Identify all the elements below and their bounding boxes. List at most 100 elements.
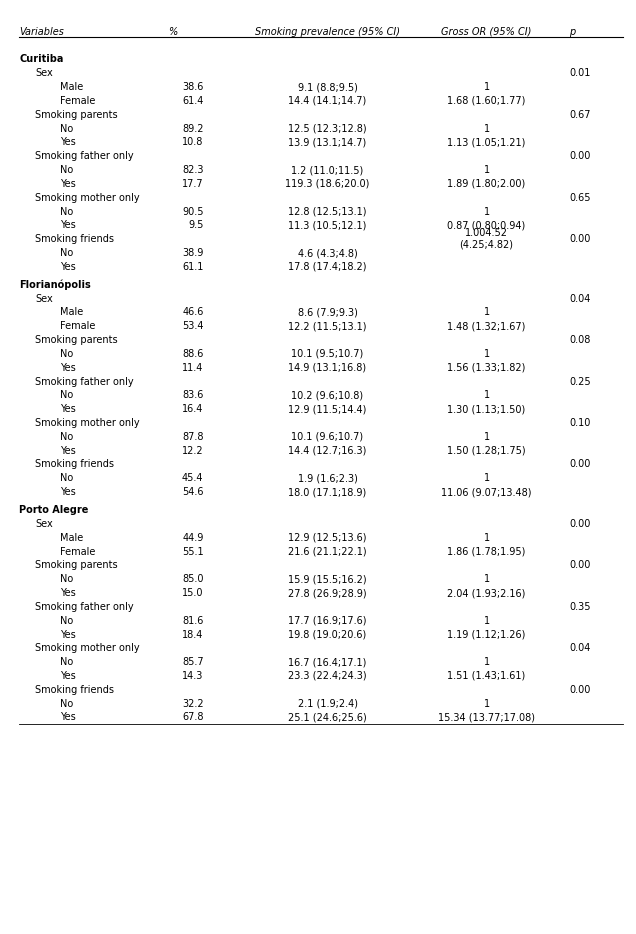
Text: 44.9: 44.9 (182, 532, 204, 543)
Text: Smoking mother only: Smoking mother only (35, 644, 140, 654)
Text: 90.5: 90.5 (182, 206, 204, 217)
Text: 1: 1 (483, 307, 490, 318)
Text: 1.48 (1.32;1.67): 1.48 (1.32;1.67) (447, 321, 526, 332)
Text: 27.8 (26.9;28.9): 27.8 (26.9;28.9) (288, 588, 367, 598)
Text: Sex: Sex (35, 519, 53, 529)
Text: 1.50 (1.28;1.75): 1.50 (1.28;1.75) (447, 446, 526, 456)
Text: Yes: Yes (60, 488, 76, 497)
Text: 4.6 (4.3;4.8): 4.6 (4.3;4.8) (298, 248, 357, 258)
Text: 0.00: 0.00 (569, 234, 591, 244)
Text: Curitiba: Curitiba (19, 54, 64, 64)
Text: No: No (60, 616, 74, 626)
Text: %: % (169, 27, 178, 36)
Text: Yes: Yes (60, 630, 76, 640)
Text: 1.30 (1.13;1.50): 1.30 (1.13;1.50) (447, 404, 526, 414)
Text: 10.1 (9.5;10.7): 10.1 (9.5;10.7) (291, 349, 364, 359)
Text: 10.1 (9.6;10.7): 10.1 (9.6;10.7) (291, 432, 364, 442)
Text: Sex: Sex (35, 68, 53, 78)
Text: 11.3 (10.5;12.1): 11.3 (10.5;12.1) (288, 220, 367, 231)
Text: Porto Alegre: Porto Alegre (19, 505, 88, 516)
Text: 1.56 (1.33;1.82): 1.56 (1.33;1.82) (447, 362, 526, 373)
Text: 0.00: 0.00 (569, 460, 591, 470)
Text: 85.7: 85.7 (182, 658, 204, 667)
Text: Female: Female (60, 546, 96, 557)
Text: 1.68 (1.60;1.77): 1.68 (1.60;1.77) (447, 96, 526, 106)
Text: 38.6: 38.6 (182, 82, 204, 92)
Text: 1: 1 (483, 349, 490, 359)
Text: Female: Female (60, 321, 96, 332)
Text: Variables: Variables (19, 27, 64, 36)
Text: Yes: Yes (60, 588, 76, 598)
Text: 1.19 (1.12;1.26): 1.19 (1.12;1.26) (447, 630, 526, 640)
Text: 15.0: 15.0 (182, 588, 204, 598)
Text: 0.04: 0.04 (569, 644, 591, 654)
Text: 82.3: 82.3 (182, 165, 204, 175)
Text: 1.9 (1.6;2.3): 1.9 (1.6;2.3) (298, 474, 357, 483)
Text: 9.1 (8.8;9.5): 9.1 (8.8;9.5) (298, 82, 357, 92)
Text: 61.1: 61.1 (182, 262, 204, 272)
Text: 19.8 (19.0;20.6): 19.8 (19.0;20.6) (288, 630, 367, 640)
Text: 88.6: 88.6 (182, 349, 204, 359)
Text: 12.2 (11.5;13.1): 12.2 (11.5;13.1) (288, 321, 367, 332)
Text: 0.04: 0.04 (569, 293, 591, 304)
Text: 1: 1 (483, 616, 490, 626)
Text: No: No (60, 474, 74, 483)
Text: 0.65: 0.65 (569, 192, 591, 203)
Text: 1.13 (1.05;1.21): 1.13 (1.05;1.21) (447, 137, 526, 148)
Text: Yes: Yes (60, 220, 76, 231)
Text: 0.25: 0.25 (569, 376, 591, 387)
Text: 0.10: 0.10 (569, 418, 591, 428)
Text: 87.8: 87.8 (182, 432, 204, 442)
Text: 0.00: 0.00 (569, 519, 591, 529)
Text: Smoking friends: Smoking friends (35, 460, 114, 470)
Text: 55.1: 55.1 (182, 546, 204, 557)
Text: 13.9 (13.1;14.7): 13.9 (13.1;14.7) (288, 137, 367, 148)
Text: Yes: Yes (60, 262, 76, 272)
Text: 0.35: 0.35 (569, 601, 591, 612)
Text: Male: Male (60, 82, 84, 92)
Text: 11.4: 11.4 (182, 362, 204, 373)
Text: 18.0 (17.1;18.9): 18.0 (17.1;18.9) (288, 488, 367, 497)
Text: 1: 1 (483, 123, 490, 134)
Text: 0.00: 0.00 (569, 685, 591, 695)
Text: 12.5 (12.3;12.8): 12.5 (12.3;12.8) (288, 123, 367, 134)
Text: 8.6 (7.9;9.3): 8.6 (7.9;9.3) (298, 307, 357, 318)
Text: 12.2: 12.2 (182, 446, 204, 456)
Text: 89.2: 89.2 (182, 123, 204, 134)
Text: Florianópolis: Florianópolis (19, 279, 91, 290)
Text: 54.6: 54.6 (182, 488, 204, 497)
Text: 18.4: 18.4 (182, 630, 204, 640)
Text: 14.9 (13.1;16.8): 14.9 (13.1;16.8) (289, 362, 366, 373)
Text: 2.04 (1.93;2.16): 2.04 (1.93;2.16) (447, 588, 526, 598)
Text: 1: 1 (483, 432, 490, 442)
Text: 23.3 (22.4;24.3): 23.3 (22.4;24.3) (288, 671, 367, 681)
Text: Yes: Yes (60, 179, 76, 189)
Text: No: No (60, 390, 74, 401)
Text: Yes: Yes (60, 446, 76, 456)
Text: 45.4: 45.4 (182, 474, 204, 483)
Text: 12.8 (12.5;13.1): 12.8 (12.5;13.1) (288, 206, 367, 217)
Text: Yes: Yes (60, 713, 76, 723)
Text: 0.00: 0.00 (569, 560, 591, 571)
Text: 15.9 (15.5;16.2): 15.9 (15.5;16.2) (288, 574, 367, 585)
Text: Smoking parents: Smoking parents (35, 110, 118, 120)
Text: 25.1 (24.6;25.6): 25.1 (24.6;25.6) (288, 713, 367, 723)
Text: 15.34 (13.77;17.08): 15.34 (13.77;17.08) (438, 713, 535, 723)
Text: 1: 1 (483, 165, 490, 175)
Text: Smoking father only: Smoking father only (35, 151, 134, 162)
Text: 16.7 (16.4;17.1): 16.7 (16.4;17.1) (288, 658, 367, 667)
Text: 85.0: 85.0 (182, 574, 204, 585)
Text: Smoking parents: Smoking parents (35, 335, 118, 345)
Text: 17.7 (16.9;17.6): 17.7 (16.9;17.6) (288, 616, 367, 626)
Text: 1.51 (1.43;1.61): 1.51 (1.43;1.61) (447, 671, 526, 681)
Text: 0.00: 0.00 (569, 151, 591, 162)
Text: 81.6: 81.6 (182, 616, 204, 626)
Text: 38.9: 38.9 (182, 248, 204, 258)
Text: 67.8: 67.8 (182, 713, 204, 723)
Text: 1.2 (11.0;11.5): 1.2 (11.0;11.5) (291, 165, 364, 175)
Text: 2.1 (1.9;2.4): 2.1 (1.9;2.4) (298, 699, 357, 709)
Text: 9.5: 9.5 (188, 220, 204, 231)
Text: No: No (60, 432, 74, 442)
Text: 53.4: 53.4 (182, 321, 204, 332)
Text: 21.6 (21.1;22.1): 21.6 (21.1;22.1) (288, 546, 367, 557)
